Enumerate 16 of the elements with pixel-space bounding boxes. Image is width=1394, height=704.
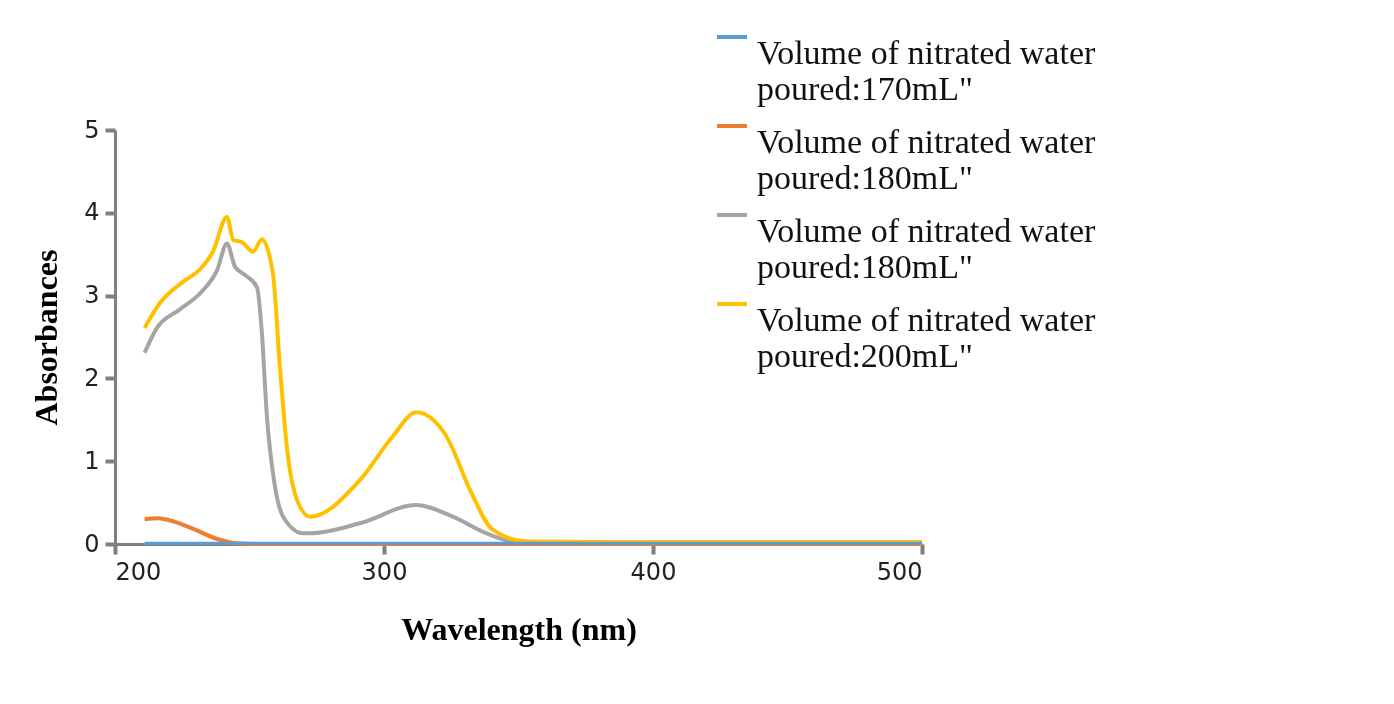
legend-label: Volume of nitrated water poured:180mL" [757,212,1096,285]
y-tick-label: 3 [84,281,100,310]
y-tick-label: 2 [84,363,100,392]
y-axis-title: Absorbances [28,249,65,426]
legend-label: Volume of nitrated water poured:180mL" [757,123,1096,196]
x-tick-label: 300 [361,557,408,586]
y-tick-label: 4 [84,198,100,227]
legend-label: Volume of nitrated water poured:170mL" [757,34,1096,107]
legend-label: Volume of nitrated water poured:200mL" [757,301,1096,374]
x-tick-label: 200 [115,557,162,586]
y-tick-label: 1 [84,446,100,475]
x-tick-label: 500 [876,557,923,586]
y-tick-label: 0 [84,529,100,558]
y-tick-label: 5 [84,115,100,144]
x-tick-label: 400 [630,557,677,586]
x-axis-title: Wavelength (nm) [401,610,637,647]
